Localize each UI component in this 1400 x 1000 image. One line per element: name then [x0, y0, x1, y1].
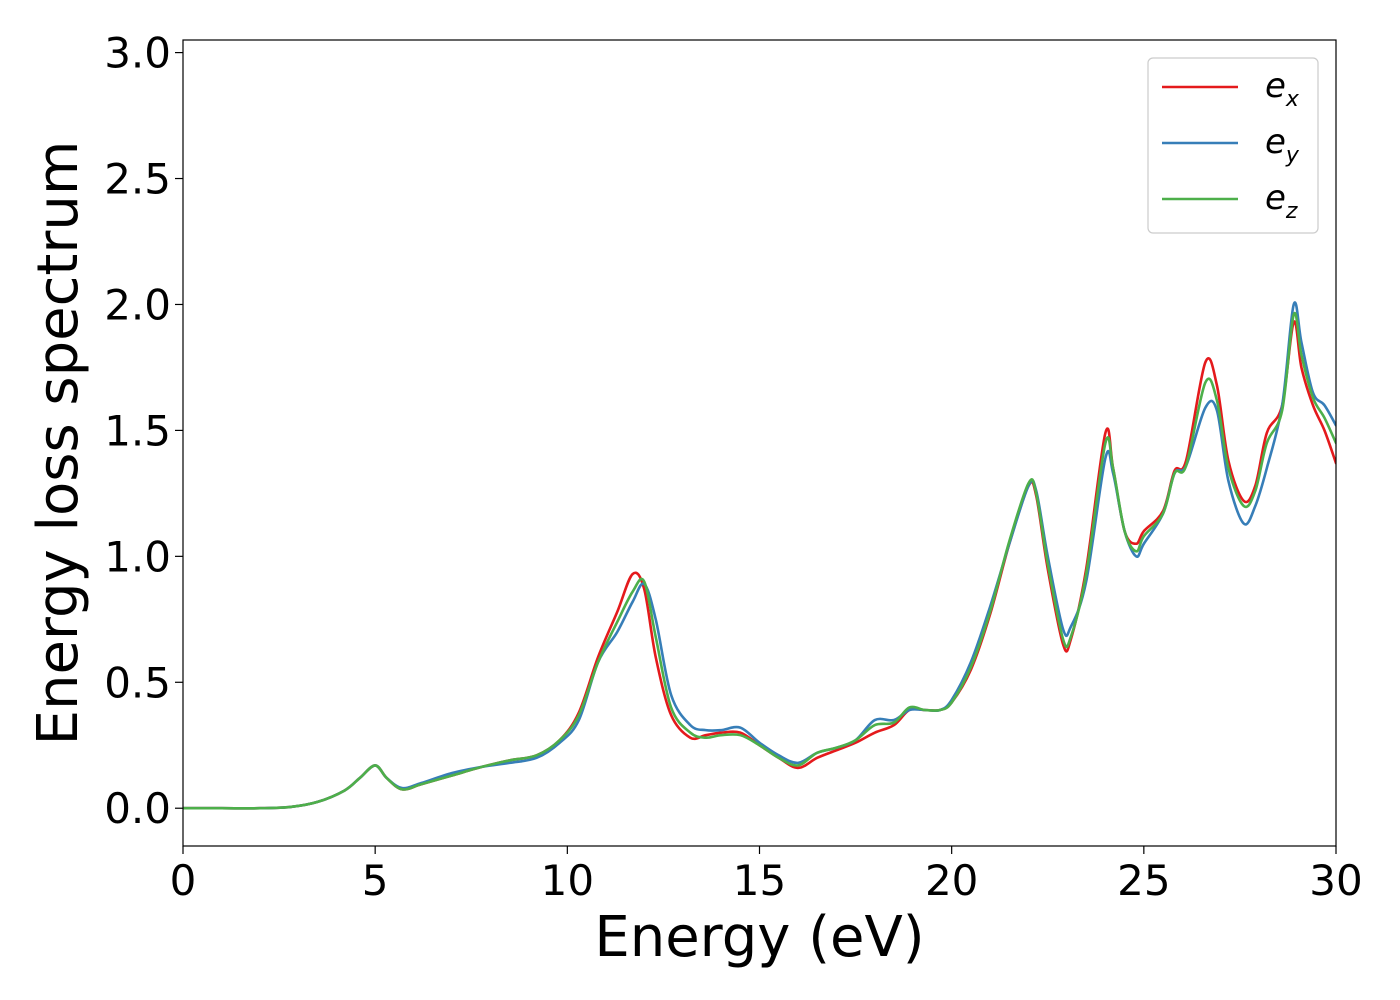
y-tick-label: 2.5: [104, 155, 171, 204]
series-line-ey: [183, 301, 1336, 810]
x-tick-label: 10: [541, 856, 594, 905]
y-tick-label: 3.0: [104, 29, 171, 78]
x-tick-label: 30: [1309, 856, 1362, 905]
x-tick-label: 0: [170, 856, 197, 905]
y-tick-label: 1.5: [104, 406, 171, 455]
x-axis-ticks: 0 5 10 15 20 25 30: [170, 846, 1363, 905]
y-tick-label: 1.0: [104, 532, 171, 581]
y-tick-label: 2.0: [104, 280, 171, 329]
y-axis-ticks: 0.0 0.5 1.0 1.5 2.0 2.5 3.0: [104, 29, 183, 833]
legend-box: [1147, 57, 1319, 234]
x-tick-label: 5: [362, 856, 389, 905]
x-tick-label: 15: [733, 856, 786, 905]
y-tick-label: 0.5: [104, 658, 171, 707]
plot-lines: [183, 301, 1336, 810]
series-line-ez: [183, 311, 1336, 810]
y-tick-label: 0.0: [104, 784, 171, 833]
x-axis-label: Energy (eV): [594, 905, 924, 970]
x-tick-label: 25: [1117, 856, 1170, 905]
x-tick-label: 20: [925, 856, 978, 905]
series-line-ex: [183, 320, 1336, 810]
y-axis-label: Energy loss spectrum: [26, 141, 91, 746]
